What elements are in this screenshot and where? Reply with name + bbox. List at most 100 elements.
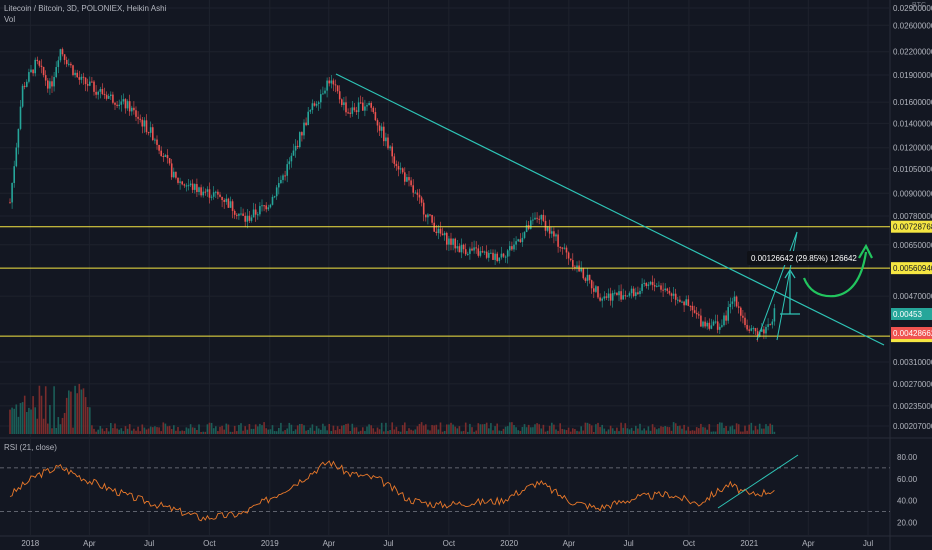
candle-body — [584, 278, 587, 281]
volume-bar — [477, 423, 480, 434]
volume-bar — [68, 390, 70, 434]
candle-body — [173, 171, 175, 178]
candle-body — [61, 49, 64, 55]
volume-bar — [177, 427, 179, 434]
price-tick-label: 0.01600000 — [893, 98, 932, 107]
candle-body — [368, 102, 370, 106]
volume-bar — [349, 431, 351, 434]
candle-body — [154, 139, 156, 141]
candle-body — [536, 217, 538, 219]
candle-body — [641, 283, 643, 291]
candle-body — [42, 66, 45, 76]
candle-body — [328, 80, 330, 84]
volume-bar — [265, 428, 267, 434]
volume-bar — [677, 426, 679, 434]
candle-body — [532, 219, 534, 221]
volume-bar — [223, 429, 225, 434]
rsi-line — [9, 460, 775, 522]
candle-body — [177, 177, 179, 183]
volume-bar — [290, 424, 293, 434]
candle-body — [483, 251, 486, 253]
volume-bar — [242, 430, 244, 434]
candle-body — [288, 161, 291, 165]
candle-body — [433, 222, 435, 232]
volume-bar — [181, 430, 183, 434]
volume-bar — [563, 429, 566, 434]
volume-bar — [727, 430, 729, 434]
volume-bar — [103, 431, 106, 434]
candle-body — [651, 281, 654, 286]
volume-bar — [641, 430, 643, 434]
candle-body — [439, 228, 442, 234]
volume-bar — [603, 428, 606, 434]
volume-bar — [490, 423, 492, 434]
candle-body — [376, 120, 379, 126]
candle-body — [464, 249, 467, 255]
candle-body — [343, 102, 345, 105]
candle-body — [397, 166, 400, 170]
volume-bar — [330, 431, 333, 434]
volume-bar — [275, 431, 278, 434]
candle-body — [78, 77, 81, 80]
candle-body — [246, 215, 249, 222]
volume-bar — [658, 428, 660, 434]
candle-body — [200, 187, 202, 196]
volume-bar — [443, 430, 446, 434]
candle-body — [305, 122, 307, 126]
volume-bar — [471, 427, 473, 434]
volume-bar — [65, 397, 68, 434]
candle-body — [616, 292, 618, 296]
price-badge-label: 0.00453 — [893, 310, 922, 319]
candle-body — [410, 180, 412, 186]
volume-bar — [708, 424, 711, 434]
volume-bar — [364, 431, 366, 434]
candle-body — [706, 322, 708, 327]
wedge-line — [756, 231, 798, 341]
candle-body — [34, 59, 36, 74]
volume-bar — [441, 431, 444, 434]
volume-bar — [754, 425, 757, 434]
volume-bar — [93, 428, 95, 434]
volume-bar — [530, 427, 532, 434]
candle-body — [114, 102, 116, 105]
volume-bar — [601, 424, 603, 434]
candle-body — [15, 147, 18, 167]
volume-bar — [698, 428, 700, 434]
volume-bar — [191, 427, 194, 434]
candle-body — [425, 214, 427, 218]
volume-bar — [416, 426, 419, 434]
candle-body — [370, 102, 372, 108]
candle-body — [704, 321, 706, 327]
candle-body — [271, 196, 274, 205]
volume-bar — [418, 423, 421, 434]
candle-body — [479, 251, 482, 256]
candle-body — [393, 156, 396, 164]
candle-body — [632, 288, 635, 296]
volume-bar — [19, 403, 22, 434]
candle-body — [643, 282, 645, 284]
volume-bar — [548, 425, 551, 434]
candle-body — [36, 59, 39, 62]
volume-bar — [704, 427, 706, 434]
price-tick-label: 0.00650000 — [893, 241, 932, 250]
volume-bar — [99, 426, 102, 434]
rsi-tick-label: 80.00 — [897, 453, 918, 462]
volume-bar — [719, 422, 721, 434]
volume-bar — [565, 430, 568, 434]
wedge-line — [776, 231, 798, 341]
candle-body — [687, 299, 690, 306]
candle-body — [257, 214, 259, 216]
volume-bar — [160, 431, 162, 434]
candle-body — [540, 214, 543, 220]
candle-body — [767, 324, 769, 327]
candle-body — [149, 127, 152, 133]
candle-body — [513, 244, 515, 250]
candle-body — [145, 120, 148, 133]
price-tick-label: 0.00207000 — [893, 422, 932, 431]
volume-bar — [475, 430, 477, 434]
candle-body — [742, 315, 744, 318]
candle-body — [460, 244, 463, 253]
candle-body — [110, 94, 112, 97]
candle-body — [391, 146, 393, 157]
